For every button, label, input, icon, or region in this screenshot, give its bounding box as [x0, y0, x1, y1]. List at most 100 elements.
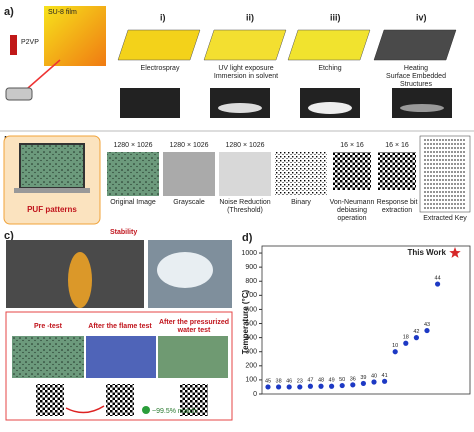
panel-label: d) — [242, 232, 253, 244]
image-caption: Response bit — [377, 199, 418, 206]
point — [371, 379, 377, 385]
point-label: 42 — [413, 329, 419, 335]
y-tick-label: 900 — [245, 264, 257, 271]
point — [413, 335, 419, 341]
point — [276, 384, 282, 390]
image-caption: Noise Reduction — [219, 199, 270, 206]
step-text: Structures — [400, 81, 432, 88]
point-label: 10 — [392, 343, 398, 349]
point — [339, 382, 345, 389]
panel-a: a) SU-8 film P2VP — [4, 6, 457, 118]
step-number: ii) — [246, 12, 254, 22]
y-tick-label: 800 — [245, 278, 257, 285]
point — [382, 378, 388, 384]
image-caption: operation — [337, 215, 366, 222]
step-text: Etching — [318, 65, 341, 72]
qr — [333, 152, 371, 190]
qr — [180, 384, 208, 416]
point-label: 23 — [297, 378, 303, 384]
point — [392, 349, 398, 355]
step-text: Heating — [404, 65, 428, 72]
spray-gun — [5, 87, 33, 101]
photo — [86, 336, 156, 378]
point-label: 43 — [424, 322, 430, 328]
image — [275, 152, 327, 196]
point — [403, 340, 409, 346]
image-size: 1280 × 1026 — [169, 142, 208, 149]
panel-c: c) Stability Pre -test After the flame t… — [4, 229, 233, 421]
point-label: 40 — [371, 373, 377, 379]
y-tick-label: 100 — [245, 377, 257, 384]
step-text: Electrospray — [141, 65, 180, 72]
point-label: 48 — [318, 378, 324, 384]
image — [163, 152, 215, 196]
panel-label: a) — [4, 6, 14, 18]
point — [318, 383, 324, 389]
flame — [68, 252, 92, 308]
point-label: 47 — [307, 378, 313, 384]
step-number: i) — [160, 12, 166, 22]
point-label: 46 — [286, 378, 292, 384]
point — [424, 327, 430, 334]
puf-label: PUF patterns — [27, 205, 77, 214]
film-image — [44, 6, 106, 66]
check — [142, 406, 150, 414]
y-tick-label: 0 — [253, 391, 257, 398]
process-slabs — [117, 29, 457, 118]
point — [360, 380, 366, 387]
arrow — [65, 405, 105, 414]
y-axis-label: Temperature (°C) — [241, 289, 250, 354]
laptop — [19, 143, 85, 189]
point — [350, 382, 356, 388]
plot-frame — [261, 245, 471, 395]
point-label: 38 — [276, 378, 282, 384]
y-tick-label: 1000 — [241, 250, 257, 257]
point-label: 45 — [265, 378, 271, 384]
test-label: water test — [177, 327, 211, 334]
image-caption: Von-Neumann — [330, 199, 375, 206]
point-label: 44 — [435, 276, 441, 282]
this-work-star — [449, 247, 461, 258]
step-text: UV light exposure — [218, 65, 273, 72]
water-jet — [157, 252, 213, 288]
laptop-base — [14, 188, 90, 193]
step-number: iii) — [330, 12, 341, 22]
point — [286, 384, 292, 390]
vial-label: P2VP — [21, 39, 39, 46]
image-caption: (Threshold) — [227, 207, 263, 214]
point-label: 50 — [339, 377, 345, 383]
point-label: 18 — [403, 335, 409, 341]
image-caption: debiasing — [337, 207, 367, 214]
image-caption: Binary — [291, 199, 311, 206]
qr — [36, 384, 64, 416]
point — [329, 383, 335, 389]
match: ~99.5% match — [152, 408, 197, 415]
point — [265, 384, 271, 390]
point — [297, 384, 303, 390]
panel-label: c) — [4, 230, 14, 242]
stability: Stability — [110, 229, 137, 236]
point — [435, 281, 441, 287]
y-tick-label: 300 — [245, 349, 257, 356]
image-caption: Extracted Key — [423, 215, 467, 222]
test-label: After the flame test — [88, 323, 152, 330]
photo — [158, 336, 228, 378]
qr — [106, 384, 134, 416]
y-tick-label: 200 — [245, 363, 257, 370]
y-tick-label: 600 — [245, 306, 257, 313]
test-label: After the pressurized — [159, 319, 229, 326]
point-label: 39 — [360, 375, 366, 381]
image-caption: extraction — [382, 207, 412, 214]
test-label: Pre -test — [34, 323, 63, 330]
image-size: 1280 × 1026 — [113, 142, 152, 149]
film-label: SU-8 film — [48, 9, 77, 16]
point — [307, 383, 313, 389]
image-size: 16 × 16 — [385, 142, 409, 149]
qr — [378, 152, 416, 190]
y-tick-label: 500 — [245, 320, 257, 327]
image — [219, 152, 271, 196]
y-tick-label: 700 — [245, 292, 257, 299]
step-text: Immersion in solvent — [214, 73, 278, 80]
image-size: 16 × 16 — [340, 142, 364, 149]
